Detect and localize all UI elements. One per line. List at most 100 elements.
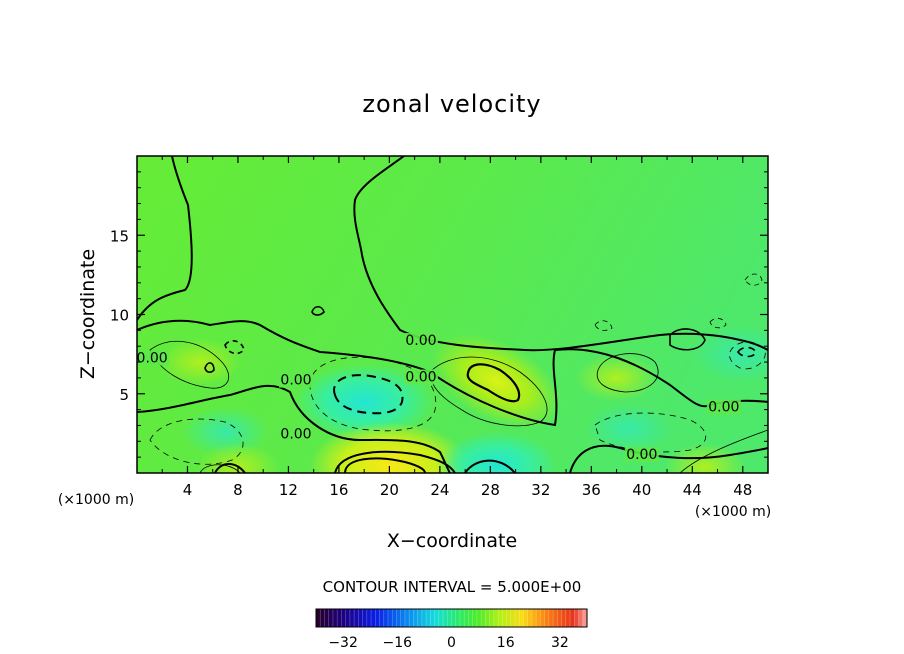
colorbar-cell-9 <box>354 609 359 627</box>
colorbar-cell-17 <box>387 609 393 627</box>
neg-contour-thin-farright <box>729 341 766 370</box>
x-unit-label: (×1000 m) <box>695 504 771 520</box>
colorbar-cell-51 <box>531 609 537 627</box>
colorbar-cell-21 <box>404 609 410 627</box>
colorbar-cell-27 <box>430 609 436 627</box>
x-tick-label-40: 40 <box>632 481 651 499</box>
neg-contour-small-right <box>737 346 757 358</box>
y-tick-label-10: 10 <box>110 307 129 325</box>
colorbar-cell-48 <box>519 609 525 627</box>
colorbar-cell-10 <box>358 609 364 627</box>
colorbar-cell-7 <box>345 609 351 627</box>
colorbar-cell-61 <box>574 609 580 627</box>
contour-label-3: 0.00 <box>405 333 436 349</box>
contour-label-bg-0 <box>137 350 170 366</box>
colorbar-cell-15 <box>379 609 385 627</box>
contour-label-0: 0.00 <box>137 350 168 366</box>
colorbar-cell-35 <box>464 609 470 627</box>
contour-interval-text: CONTOUR INTERVAL = 5.000E+00 <box>323 578 582 596</box>
colorbar-cell-62 <box>578 609 584 627</box>
colorbar-tick-label-2: 0 <box>447 635 456 651</box>
pos-contour-thin-left <box>149 340 230 389</box>
colorbar-cell-52 <box>536 609 542 627</box>
colorbar-cell-56 <box>553 609 558 627</box>
small-contour-6 <box>709 318 727 329</box>
neg-contour-thin-left <box>149 418 244 465</box>
colorbar-cell-22 <box>409 609 414 627</box>
colorbar-cell-14 <box>375 609 381 627</box>
colorbar-cell-3 <box>328 609 334 627</box>
small-contour-4 <box>669 328 706 351</box>
contour-label-bg-6 <box>624 447 659 463</box>
x-tick-label-24: 24 <box>430 481 449 499</box>
colorbar-cell-34 <box>459 609 465 627</box>
pos-contour-core <box>466 363 521 403</box>
colorbar-cell-12 <box>366 609 372 627</box>
zero-contour-surface-right <box>464 459 516 473</box>
colorbar-cell-19 <box>396 609 402 627</box>
x-tick-label-36: 36 <box>582 481 601 499</box>
colorbar-cell-53 <box>540 609 546 627</box>
x-axis-label: X−coordinate <box>387 530 517 552</box>
contour-label-bg-2 <box>279 426 314 442</box>
colorbar-cell-29 <box>438 609 444 627</box>
field-feature-7 <box>575 354 658 402</box>
x-tick-label-4: 4 <box>183 481 193 499</box>
colorbar-cell-30 <box>443 609 448 627</box>
colorbar-cell-58 <box>561 609 567 627</box>
colorbar-cell-0 <box>316 609 321 627</box>
x-tick-label-20: 20 <box>380 481 399 499</box>
colorbar-cell-59 <box>565 609 571 627</box>
colorbar-cell-25 <box>421 609 427 627</box>
colorbar-cell-45 <box>506 609 512 627</box>
small-contour-5 <box>594 320 613 331</box>
colorbar-tick-label-0: −32 <box>328 635 358 651</box>
zero-contour-surface-mid <box>334 450 456 473</box>
colorbar-tick-label-4: 32 <box>551 635 569 651</box>
zero-contour-surface-left <box>214 463 246 473</box>
colorbar-cell-33 <box>455 609 461 627</box>
x-tick-label-28: 28 <box>481 481 500 499</box>
colorbar-frame <box>315 608 588 628</box>
field-feature-2 <box>309 422 469 473</box>
colorbar-cell-55 <box>548 609 554 627</box>
pos-contour-thin-upper <box>429 356 548 427</box>
colorbar-cell-43 <box>498 609 503 627</box>
colorbar-cell-57 <box>557 609 563 627</box>
contour-label-6: 0.00 <box>626 447 657 463</box>
colorbar-cell-4 <box>332 609 338 627</box>
contour-label-1: 0.00 <box>280 373 311 389</box>
small-contour-1 <box>311 305 325 316</box>
heatmap-field: 0.00 0.00 0.00 0.00 0.00 0.00 0.00 <box>137 156 768 473</box>
colorbar-cell-28 <box>434 609 440 627</box>
colorbar-cell-31 <box>447 609 453 627</box>
neg-contour-small-upper-right <box>744 273 763 286</box>
colorbar: −32 −16 0 16 32 <box>315 608 588 651</box>
colorbar-cell-18 <box>392 609 398 627</box>
pos-contour-jet <box>344 457 426 473</box>
x-tick-label-12: 12 <box>279 481 298 499</box>
colorbar-cell-32 <box>451 609 457 627</box>
small-contour-2 <box>204 362 215 373</box>
contour-label-4: 0.00 <box>405 369 436 385</box>
contour-label-2: 0.00 <box>280 427 311 443</box>
colorbar-cell-54 <box>544 609 550 627</box>
colorbar-cell-2 <box>324 609 330 627</box>
x-tick-label-48: 48 <box>733 481 752 499</box>
field-feature-3 <box>436 431 558 473</box>
colorbar-cell-42 <box>493 609 499 627</box>
contour-label-bg-5 <box>706 399 741 415</box>
colorbar-cell-16 <box>383 609 389 627</box>
colorbar-cell-44 <box>502 609 508 627</box>
contour-label-bg-1 <box>279 372 314 388</box>
colorbar-cell-39 <box>481 609 486 627</box>
pos-contour-thin-surface-left <box>199 464 241 473</box>
field-feature-0 <box>294 363 435 440</box>
colorbar-cell-46 <box>510 609 516 627</box>
field-feature-9 <box>196 443 280 473</box>
field-feature-5 <box>584 403 674 454</box>
contour-label-bg-4 <box>403 369 438 385</box>
colorbar-cell-41 <box>489 609 495 627</box>
zero-contour-right-low <box>569 444 768 473</box>
